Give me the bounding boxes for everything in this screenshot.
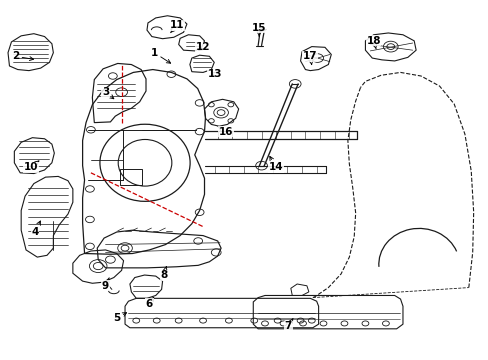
Text: 11: 11 [170, 20, 184, 33]
Text: 16: 16 [218, 126, 233, 136]
Text: 14: 14 [268, 156, 283, 172]
Text: 3: 3 [102, 87, 114, 99]
Text: 15: 15 [251, 23, 266, 36]
Text: 13: 13 [207, 69, 222, 79]
Text: 6: 6 [145, 297, 153, 309]
Text: 2: 2 [12, 51, 34, 61]
Text: 10: 10 [23, 161, 39, 172]
Text: 7: 7 [284, 318, 292, 331]
Text: 8: 8 [160, 267, 167, 280]
Text: 18: 18 [366, 36, 380, 49]
Text: 4: 4 [31, 221, 41, 237]
Text: 1: 1 [150, 48, 170, 63]
Text: 5: 5 [113, 313, 126, 323]
Text: 9: 9 [102, 278, 109, 291]
Text: 12: 12 [195, 42, 210, 52]
Text: 17: 17 [303, 51, 317, 65]
